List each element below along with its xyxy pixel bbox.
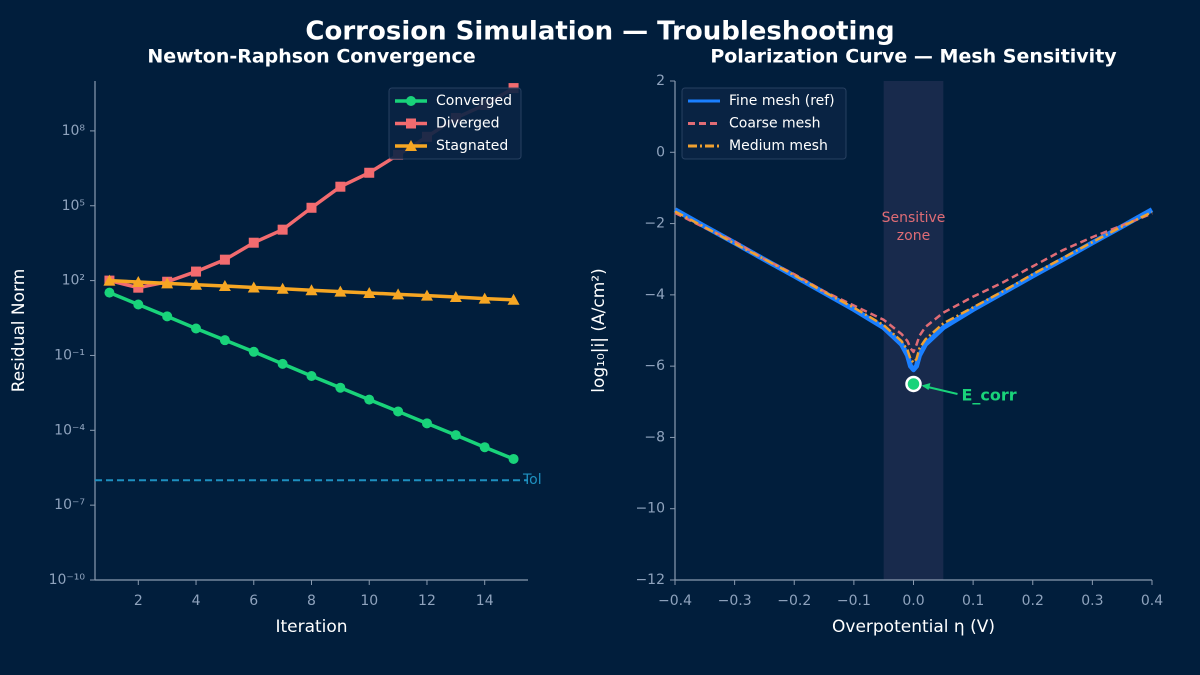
- y-tick-label: 10²: [62, 273, 85, 289]
- y-axis-label: log₁₀|i| (A/cm²): [589, 268, 609, 392]
- series-line: [674, 210, 1153, 364]
- y-tick-label: −6: [644, 358, 665, 374]
- data-point: [133, 299, 144, 310]
- data-point: [420, 289, 433, 301]
- x-tick-label: 0.1: [962, 593, 984, 609]
- data-point: [248, 346, 259, 357]
- data-point: [363, 286, 376, 298]
- data-point: [218, 279, 231, 291]
- sensitive-span: [883, 81, 944, 580]
- chart-title: Newton-Raphson Convergence: [147, 46, 475, 68]
- x-tick-label: 0.4: [1141, 593, 1163, 609]
- data-point: [421, 418, 432, 429]
- data-point: [392, 288, 405, 300]
- x-tick-label: 8: [307, 593, 316, 609]
- y-tick-label: 10⁻¹: [54, 347, 85, 363]
- y-tick-label: 10⁻⁴: [54, 422, 85, 438]
- legend-marker: [406, 118, 416, 129]
- chart-title: Polarization Curve — Mesh Sensitivity: [710, 46, 1117, 68]
- data-point: [478, 292, 491, 304]
- legend-box: [681, 87, 847, 160]
- data-point: [335, 181, 346, 192]
- data-point: [191, 323, 202, 334]
- y-tick-label: −4: [644, 287, 665, 303]
- data-point: [449, 291, 462, 303]
- legend-box: [388, 87, 522, 160]
- span-label: Sensitive: [882, 210, 946, 226]
- span-label: zone: [897, 228, 930, 244]
- y-tick-label: −8: [644, 429, 665, 445]
- legend-label: Stagnated: [436, 138, 508, 154]
- data-point: [479, 442, 490, 453]
- data-point: [508, 453, 519, 464]
- data-point: [364, 167, 375, 178]
- data-point: [103, 274, 116, 286]
- data-point: [247, 281, 260, 293]
- y-tick-label: 10⁵: [62, 198, 85, 214]
- x-tick-label: −0.1: [837, 593, 871, 609]
- data-point: [276, 282, 289, 294]
- data-point: [190, 278, 203, 290]
- x-tick-label: 0.2: [1022, 593, 1044, 609]
- x-tick-label: 0.0: [902, 593, 924, 609]
- y-tick-label: 0: [656, 144, 665, 160]
- x-axis-label: Overpotential η (V): [832, 617, 995, 637]
- data-point: [133, 282, 144, 293]
- x-tick-label: 4: [192, 593, 201, 609]
- x-tick-label: 12: [418, 593, 436, 609]
- tolerance-label: Tol: [522, 472, 542, 488]
- x-tick-label: −0.4: [658, 593, 692, 609]
- y-tick-label: −2: [644, 216, 665, 232]
- x-tick-label: 6: [249, 593, 258, 609]
- y-tick-label: 10⁻⁷: [54, 497, 85, 513]
- x-tick-label: 2: [134, 593, 143, 609]
- legend-label: Diverged: [436, 116, 499, 132]
- y-tick-label: 2: [656, 73, 665, 89]
- data-point: [393, 406, 404, 417]
- data-point: [162, 311, 173, 322]
- x-tick-label: 10: [360, 593, 378, 609]
- legend-label: Medium mesh: [729, 138, 828, 154]
- data-point: [335, 382, 346, 393]
- data-point: [248, 237, 259, 248]
- data-point: [132, 275, 145, 287]
- annotation-arrowhead: [921, 382, 931, 390]
- ecorr-point: [905, 375, 922, 393]
- ecorr-label: E_corr: [962, 385, 1017, 404]
- data-point: [277, 224, 288, 235]
- legend-marker: [406, 96, 416, 106]
- y-tick-label: −12: [635, 572, 665, 588]
- figure-title: Corrosion Simulation — Troubleshooting: [305, 17, 894, 47]
- x-tick-label: 14: [476, 593, 494, 609]
- data-point: [219, 335, 230, 346]
- data-point: [364, 394, 375, 405]
- data-point: [161, 277, 174, 289]
- data-point: [334, 285, 347, 297]
- data-point: [306, 202, 317, 213]
- y-tick-label: 10⁻¹⁰: [49, 572, 86, 588]
- y-axis-label: Residual Norm: [9, 269, 29, 393]
- data-point: [277, 358, 288, 369]
- x-tick-label: 0.3: [1081, 593, 1103, 609]
- y-tick-label: −10: [635, 501, 665, 517]
- data-point: [450, 430, 461, 441]
- data-point: [191, 266, 202, 277]
- data-point: [507, 293, 520, 305]
- legend-label: Fine mesh (ref): [729, 93, 835, 109]
- legend-label: Converged: [436, 93, 512, 109]
- data-point: [104, 287, 115, 298]
- x-tick-label: −0.3: [718, 593, 752, 609]
- data-point: [305, 284, 318, 296]
- data-point: [219, 254, 230, 265]
- legend-marker: [405, 140, 417, 151]
- y-tick-label: 10⁸: [62, 123, 86, 139]
- legend-label: Coarse mesh: [729, 116, 820, 132]
- data-point: [306, 371, 317, 382]
- x-tick-label: −0.2: [777, 593, 811, 609]
- x-axis-label: Iteration: [275, 617, 347, 637]
